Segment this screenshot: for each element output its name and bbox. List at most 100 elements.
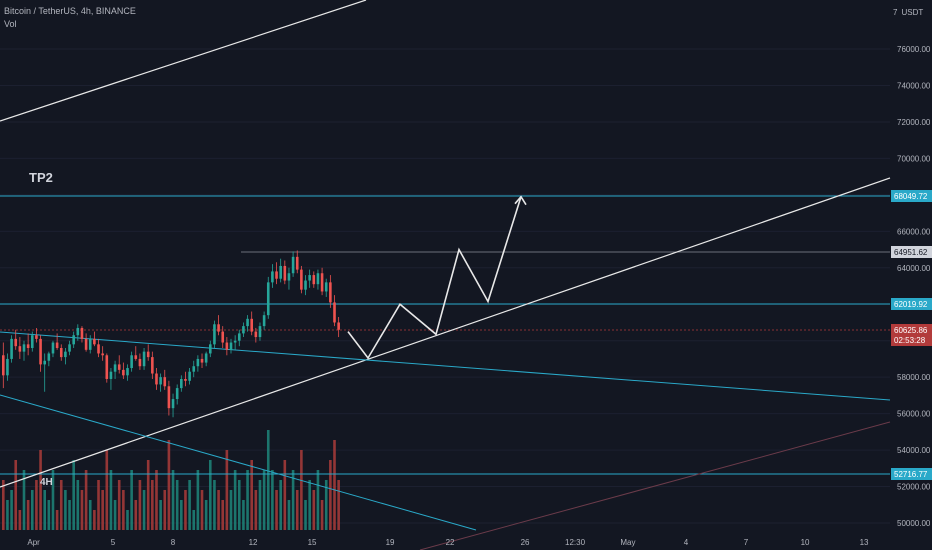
candle-body <box>26 344 30 348</box>
candle-body <box>266 282 270 316</box>
volume-bar <box>225 450 229 530</box>
volume-bar <box>122 490 125 530</box>
volume-bar <box>6 500 9 530</box>
price-tag <box>891 468 932 480</box>
volume-bar <box>283 460 287 530</box>
price-tick: 64000.00 <box>897 264 931 273</box>
volume-bar <box>171 470 175 530</box>
candle-body <box>237 333 241 341</box>
candle-body <box>122 369 125 376</box>
volume-bar <box>35 480 38 530</box>
time-tick: 13 <box>860 538 869 547</box>
candle-body <box>171 399 175 409</box>
candle-body <box>188 371 191 381</box>
time-tick: 22 <box>446 538 455 547</box>
time-tick: 12:30 <box>565 538 586 547</box>
candle-body <box>283 265 287 281</box>
candle-body <box>55 342 59 348</box>
price-tick: 50000.00 <box>897 519 931 528</box>
candle-body <box>184 378 187 381</box>
time-tick: 19 <box>386 538 395 547</box>
volume-bar <box>287 500 291 530</box>
candle-body <box>279 265 282 279</box>
volume-bar <box>192 510 196 530</box>
volume-bar <box>262 470 266 530</box>
time-tick: 26 <box>521 538 530 547</box>
volume-bar <box>308 480 311 530</box>
volume-bar <box>43 490 46 530</box>
volume-bar <box>258 480 262 530</box>
candle-body <box>300 269 303 290</box>
chart-title: Bitcoin / TetherUS, 4h, BINANCE <box>4 6 136 16</box>
candle-body <box>242 326 245 334</box>
volume-bar <box>2 480 5 530</box>
volume-bar <box>55 510 59 530</box>
volume-bar <box>237 480 241 530</box>
price-axis[interactable]: 50000.00 52000.00 54000.00 56000.00 58000.00… <box>897 45 931 528</box>
volume-bar <box>47 500 51 530</box>
volume-bar <box>175 480 179 530</box>
volume-bar <box>138 480 142 530</box>
volume-bar <box>163 490 167 530</box>
price-tick: 56000.00 <box>897 410 931 419</box>
candle-body <box>316 273 320 285</box>
volume-bar <box>167 440 171 530</box>
volume-bar <box>134 500 138 530</box>
candle-body <box>275 271 278 279</box>
volume-bar <box>159 500 162 530</box>
candle-body <box>217 324 220 332</box>
time-axis[interactable]: Apr 5 8 12 15 19 22 26 12:30 May 4 7 10 13 <box>27 538 869 547</box>
volume-bar <box>97 480 100 530</box>
volume-bar <box>72 460 75 530</box>
volume-bar <box>312 490 316 530</box>
candle-body <box>308 275 311 281</box>
volume-bar <box>93 510 96 530</box>
price-tick: 72000.00 <box>897 118 931 127</box>
time-tick: Apr <box>27 538 40 547</box>
candle-body <box>175 388 179 400</box>
candle-body <box>295 256 299 270</box>
candle-body <box>1 355 5 376</box>
volume-bar <box>59 480 63 530</box>
time-tick: 10 <box>801 538 810 547</box>
volume-bar <box>101 490 104 530</box>
volume-bar <box>304 500 307 530</box>
candle-body <box>105 355 109 379</box>
volume-bar <box>22 470 26 530</box>
upper-channel-line <box>0 0 367 122</box>
volume-bar <box>18 510 22 530</box>
volume-bars <box>2 430 340 530</box>
volume-bar <box>291 470 295 530</box>
price-tick: 58000.00 <box>897 373 931 382</box>
candle-body <box>134 355 138 359</box>
volume-label: Vol <box>4 19 17 29</box>
candle-body <box>225 342 229 350</box>
candles <box>1 250 340 418</box>
volume-bar <box>84 470 88 530</box>
price-tick: 70000.00 <box>897 154 931 163</box>
candle-body <box>291 256 295 274</box>
candle-body <box>229 342 233 350</box>
volume-bar <box>333 440 336 530</box>
volume-bar <box>266 430 270 530</box>
volume-bar <box>271 470 274 530</box>
candle-body <box>250 318 253 332</box>
candle-body <box>200 358 204 363</box>
volume-bar <box>324 480 328 530</box>
candle-body <box>76 327 80 336</box>
lower-descending-line <box>0 394 477 531</box>
candle-body <box>312 275 316 285</box>
volume-bar <box>76 480 80 530</box>
volume-bar <box>113 500 117 530</box>
volume-bar <box>188 480 191 530</box>
volume-bar <box>155 470 158 530</box>
volume-bar <box>209 460 212 530</box>
volume-bar <box>39 450 42 530</box>
currency-text: USDT <box>901 8 924 17</box>
candle-body <box>93 338 96 345</box>
price-tag-label: 52716.77 <box>894 470 928 479</box>
volume-bar <box>130 470 133 530</box>
candle-body <box>39 338 42 365</box>
volume-bar <box>279 480 282 530</box>
